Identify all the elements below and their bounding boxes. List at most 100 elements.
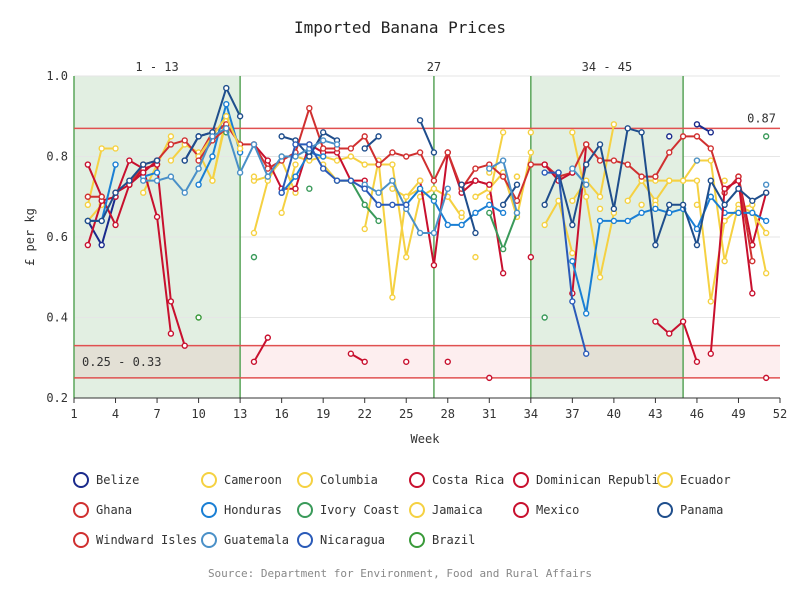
series-line-segment <box>695 179 712 247</box>
data-point <box>430 177 438 184</box>
x-tick-label: 52 <box>773 407 787 421</box>
series-line-segment <box>557 199 574 255</box>
data-point <box>638 209 645 217</box>
data-point <box>582 193 590 200</box>
data-point <box>569 129 576 136</box>
series-line-segment <box>599 211 615 279</box>
data-point <box>555 197 562 204</box>
data-point <box>236 145 244 152</box>
data-point <box>430 185 438 192</box>
series-line-segment <box>709 147 726 194</box>
series-line-segment <box>86 199 103 247</box>
data-point <box>112 145 119 152</box>
data-point <box>140 189 147 196</box>
series-line-segment <box>709 179 726 206</box>
data-point <box>153 169 161 176</box>
data-point <box>527 129 535 136</box>
data-point <box>499 245 507 253</box>
data-point <box>499 129 507 136</box>
legend-marker-dominican-republic <box>513 472 529 488</box>
x-tick-label: 34 <box>524 407 538 421</box>
data-point <box>250 141 258 148</box>
series-line-segment <box>682 159 698 182</box>
series-line-segment <box>183 167 200 194</box>
data-point <box>195 181 202 188</box>
data-point <box>721 257 728 265</box>
series-line-segment <box>571 300 588 355</box>
series-line-segment <box>502 159 518 214</box>
data-point <box>319 137 327 144</box>
series-line-segment <box>128 163 145 182</box>
data-point <box>486 181 493 188</box>
data-point <box>486 165 493 172</box>
data-point <box>416 117 424 124</box>
data-point <box>472 209 479 217</box>
data-point <box>112 189 119 196</box>
data-point <box>250 358 258 365</box>
data-point <box>762 229 770 237</box>
series-line-segment <box>432 187 449 234</box>
data-point <box>333 157 341 164</box>
data-point <box>513 173 521 180</box>
data-point <box>762 133 770 140</box>
data-point <box>472 253 479 261</box>
data-point <box>596 157 604 164</box>
data-point <box>223 100 230 108</box>
data-point <box>749 209 756 217</box>
legend-label: Panama <box>680 503 723 517</box>
data-point <box>472 193 479 200</box>
series-line-segment <box>432 151 449 182</box>
series-line-segment <box>682 203 698 247</box>
data-point <box>416 229 424 237</box>
data-point <box>527 149 535 156</box>
data-point <box>416 177 424 184</box>
x-tick-label: 16 <box>274 407 288 421</box>
x-tick-label: 25 <box>399 407 413 421</box>
series-line-segment <box>612 127 629 210</box>
series-line-segment <box>239 143 255 174</box>
data-point <box>278 189 285 196</box>
data-point <box>679 133 687 140</box>
series-line-segment <box>349 179 366 206</box>
data-point <box>444 185 451 192</box>
series-line-segment <box>363 159 380 230</box>
data-point <box>582 310 590 317</box>
data-point <box>652 173 659 180</box>
data-point <box>416 185 424 192</box>
data-point <box>569 197 576 204</box>
legend-marker-jamaica <box>409 502 425 518</box>
legend-marker-nicaragua <box>297 532 313 548</box>
series-line-segment <box>737 179 754 295</box>
data-point <box>361 133 368 140</box>
series-line-segment <box>668 135 685 154</box>
data-point <box>762 181 770 188</box>
data-point <box>679 318 687 325</box>
data-point <box>762 270 770 277</box>
legend-label: Nicaragua <box>320 533 385 547</box>
data-point <box>403 253 410 261</box>
data-point <box>375 133 382 140</box>
data-point <box>250 173 258 180</box>
legend: Belize Cameroon Columbia Costa Rica Dominica… <box>73 472 731 548</box>
legend-label: Windward Isles <box>96 533 197 547</box>
data-point <box>499 201 507 209</box>
data-point <box>693 358 701 365</box>
data-point <box>236 169 244 176</box>
legend-marker-ivory-coast <box>297 502 313 518</box>
legend-label: Ivory Coast <box>320 503 399 517</box>
axes: 0.2 0.4 0.6 0.8 1.0 1 4 7 10 13 16 19 22 25 28 31 34 37 40… <box>46 69 787 421</box>
series-line-segment <box>626 179 643 202</box>
data-point <box>666 201 673 209</box>
data-point <box>693 177 701 184</box>
series-line-segment <box>488 211 505 251</box>
series-line-segment <box>460 183 477 234</box>
data-point <box>707 145 714 152</box>
series-line-segment <box>197 155 214 186</box>
series-line-segment <box>336 151 352 182</box>
data-point <box>569 221 576 229</box>
series-line-segment <box>419 151 435 182</box>
series-line-segment <box>405 179 422 198</box>
data-point <box>721 185 728 192</box>
data-point <box>430 193 438 200</box>
